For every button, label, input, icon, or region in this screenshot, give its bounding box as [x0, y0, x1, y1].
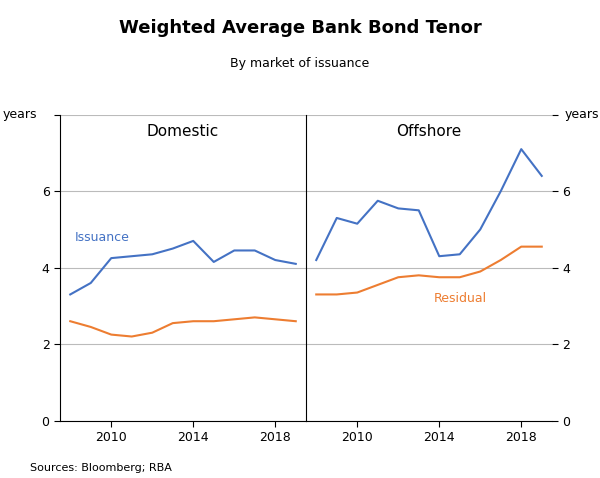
Text: Sources: Bloomberg; RBA: Sources: Bloomberg; RBA: [30, 463, 172, 473]
Text: By market of issuance: By market of issuance: [230, 57, 370, 70]
Text: Residual: Residual: [434, 292, 487, 305]
Text: Domestic: Domestic: [147, 124, 219, 139]
Text: Weighted Average Bank Bond Tenor: Weighted Average Bank Bond Tenor: [119, 19, 481, 37]
Text: Issuance: Issuance: [75, 230, 130, 244]
Text: Offshore: Offshore: [397, 124, 461, 139]
Text: years: years: [3, 108, 37, 120]
Text: years: years: [564, 108, 599, 120]
